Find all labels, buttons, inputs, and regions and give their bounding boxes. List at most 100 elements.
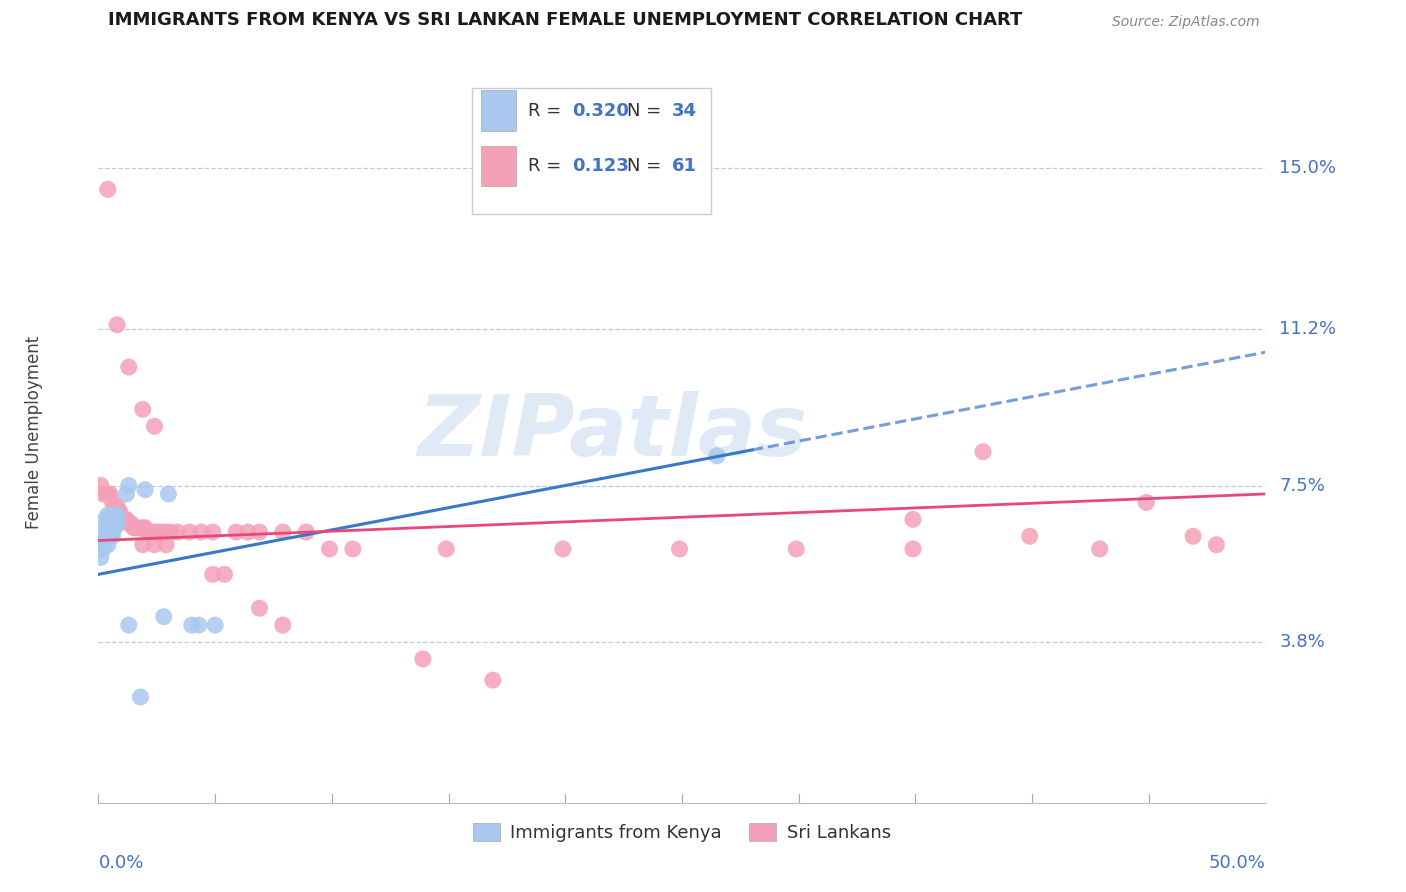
- Point: [104, 500, 127, 514]
- Point: [120, 516, 142, 531]
- Text: 0.123: 0.123: [572, 157, 628, 175]
- Point: [1088, 541, 1111, 556]
- Point: [136, 524, 159, 539]
- Point: [132, 538, 155, 552]
- Point: [132, 402, 155, 417]
- Text: R =: R =: [527, 102, 567, 120]
- Point: [101, 524, 124, 539]
- Point: [105, 500, 128, 514]
- Point: [118, 478, 141, 492]
- Point: [143, 538, 166, 552]
- Point: [249, 601, 271, 615]
- Point: [115, 487, 138, 501]
- Point: [342, 541, 364, 556]
- Point: [97, 487, 120, 501]
- Point: [104, 521, 127, 535]
- Point: [706, 449, 728, 463]
- Point: [143, 419, 166, 434]
- Point: [1018, 529, 1040, 543]
- Point: [125, 521, 148, 535]
- Point: [94, 521, 117, 535]
- Point: [434, 541, 457, 556]
- Text: N =: N =: [627, 102, 666, 120]
- Point: [118, 516, 141, 531]
- Point: [105, 318, 128, 332]
- Point: [90, 550, 112, 565]
- Point: [668, 541, 690, 556]
- Point: [98, 487, 121, 501]
- Point: [159, 524, 181, 539]
- Text: N =: N =: [627, 157, 666, 175]
- Point: [134, 521, 156, 535]
- Point: [412, 652, 434, 666]
- Point: [98, 529, 121, 543]
- Point: [122, 521, 145, 535]
- Point: [785, 541, 807, 556]
- Text: 50.0%: 50.0%: [1209, 854, 1265, 871]
- Point: [155, 538, 177, 552]
- FancyBboxPatch shape: [472, 88, 711, 214]
- Point: [101, 495, 124, 509]
- Point: [179, 524, 201, 539]
- FancyBboxPatch shape: [481, 90, 516, 131]
- Point: [94, 533, 117, 548]
- Point: [101, 516, 124, 531]
- Point: [318, 541, 340, 556]
- Point: [201, 524, 224, 539]
- Text: R =: R =: [527, 157, 567, 175]
- Point: [97, 516, 120, 531]
- Point: [1182, 529, 1205, 543]
- Point: [118, 359, 141, 374]
- Text: 61: 61: [672, 157, 696, 175]
- Point: [236, 524, 259, 539]
- Point: [901, 512, 924, 526]
- Point: [118, 618, 141, 632]
- Point: [152, 609, 174, 624]
- Point: [101, 529, 124, 543]
- Text: 11.2%: 11.2%: [1279, 320, 1337, 338]
- Text: 34: 34: [672, 102, 696, 120]
- Text: 0.320: 0.320: [572, 102, 628, 120]
- Point: [225, 524, 247, 539]
- Point: [90, 541, 112, 556]
- Point: [201, 567, 224, 582]
- Text: 0.0%: 0.0%: [98, 854, 143, 871]
- Point: [190, 524, 212, 539]
- Point: [157, 487, 180, 501]
- Point: [108, 504, 131, 518]
- Point: [271, 618, 294, 632]
- Legend: Immigrants from Kenya, Sri Lankans: Immigrants from Kenya, Sri Lankans: [465, 816, 898, 849]
- Point: [104, 512, 127, 526]
- Point: [214, 567, 236, 582]
- Point: [1205, 538, 1227, 552]
- Point: [295, 524, 318, 539]
- Point: [551, 541, 574, 556]
- Point: [90, 478, 112, 492]
- Point: [129, 690, 152, 704]
- Point: [143, 524, 166, 539]
- Point: [91, 529, 114, 543]
- Point: [97, 508, 120, 522]
- Point: [132, 521, 155, 535]
- Point: [97, 524, 120, 539]
- Point: [115, 512, 138, 526]
- Text: ZIPatlas: ZIPatlas: [416, 391, 807, 475]
- Point: [94, 512, 117, 526]
- Point: [134, 483, 156, 497]
- Point: [150, 524, 173, 539]
- Point: [155, 524, 177, 539]
- Point: [180, 618, 202, 632]
- Point: [91, 538, 114, 552]
- Point: [91, 541, 114, 556]
- Text: Female Unemployment: Female Unemployment: [25, 336, 44, 529]
- Point: [105, 508, 128, 522]
- Point: [187, 618, 209, 632]
- Text: 3.8%: 3.8%: [1279, 633, 1324, 651]
- Point: [127, 521, 149, 535]
- Point: [1135, 495, 1157, 509]
- Point: [204, 618, 226, 632]
- FancyBboxPatch shape: [481, 145, 516, 186]
- Text: 15.0%: 15.0%: [1279, 159, 1337, 178]
- Point: [91, 487, 114, 501]
- Point: [97, 538, 120, 552]
